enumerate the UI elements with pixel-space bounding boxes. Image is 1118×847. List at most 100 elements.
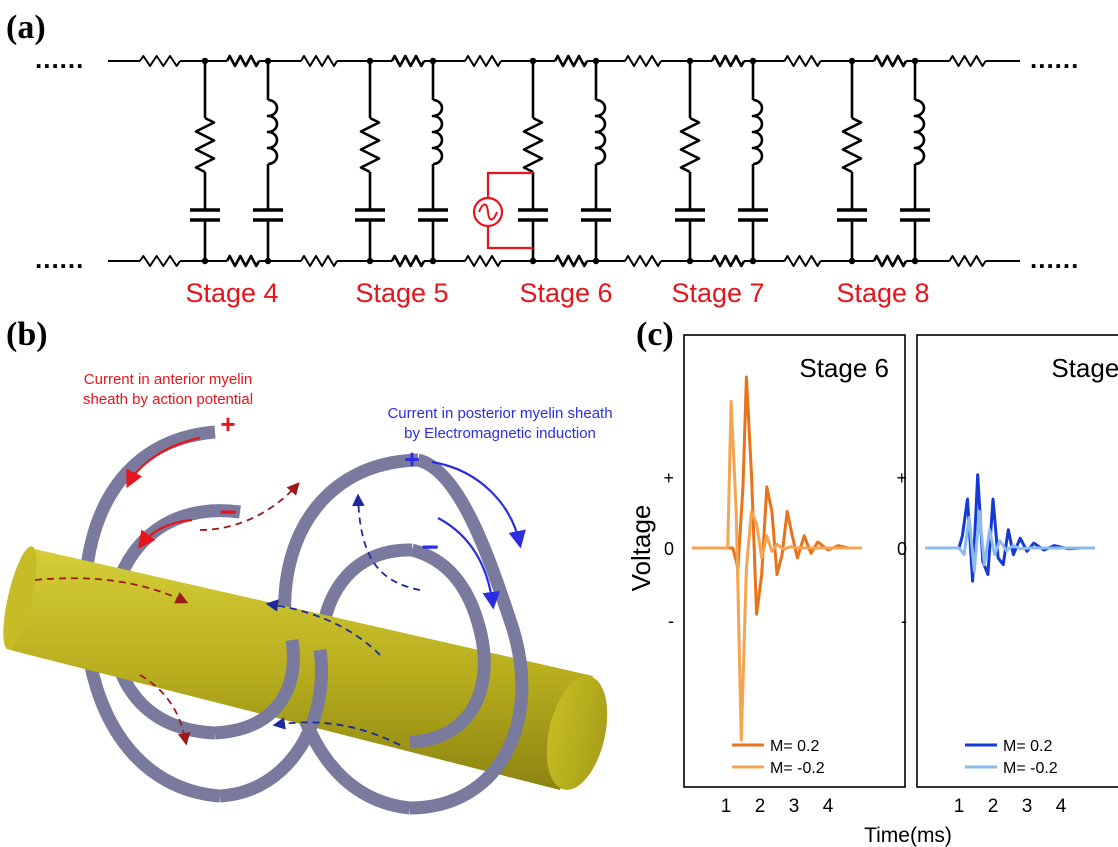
bottom-rail-link-resistor [300, 255, 338, 267]
x-tick-label: 2 [988, 796, 999, 817]
branch-capacitor [837, 208, 867, 222]
ellipsis-3: ...... [1030, 244, 1079, 274]
bottom-rail-stage-resistor [390, 254, 426, 268]
y-tick-label: - [901, 611, 907, 631]
branch-inductor [266, 98, 279, 166]
branch-resistor [679, 116, 701, 174]
anterior-current-arrow-outer [126, 436, 201, 489]
bottom-rail-stage-resistor [553, 254, 589, 268]
x-tick-label: 3 [789, 796, 800, 817]
posterior-label-line1: Current in posterior myelin sheath [387, 405, 612, 422]
x-tick-label: 1 [954, 796, 965, 817]
plot-stage-6: Stage 6 +0 - 1 2 3 4 M= 0.2 M= -0.2 [663, 334, 906, 817]
x-tick-label: 4 [823, 796, 834, 817]
legend-label-0: M= 0.2 [1003, 738, 1052, 755]
top-rail-link-resistor [783, 55, 822, 67]
x-tick-label: 3 [1022, 796, 1033, 817]
ellipsis-1: ...... [35, 244, 84, 274]
top-rail-stage-resistor [872, 54, 908, 68]
branch-capacitor [518, 208, 548, 222]
stage-label-8: Stage 8 [836, 278, 929, 308]
x-tick-label: 2 [755, 796, 766, 817]
coil-front-halves [214, 453, 529, 815]
stage-label-6: Stage 6 [519, 278, 612, 308]
top-rail-stage-resistor [553, 54, 589, 68]
legend-label-1: M= -0.2 [770, 760, 825, 777]
anterior-minus-sign: − [219, 496, 237, 529]
flux-arrow-red-inside [34, 577, 189, 604]
ellipsis-0: ...... [35, 44, 84, 74]
series-line-1 [692, 399, 862, 742]
ellipsis-2: ...... [1030, 44, 1079, 74]
posterior-current-arrow-outer [431, 460, 526, 549]
panel-a-letter: (a) [6, 9, 46, 46]
branch-resistor [359, 116, 381, 174]
panel-c-letter: (c) [636, 316, 674, 353]
bottom-rail-link-resistor [783, 255, 822, 267]
bottom-rail-stage-resistor [225, 254, 261, 268]
flux-arrow-red-up [199, 482, 300, 531]
plot-frame [916, 334, 1118, 788]
branch-capacitor [190, 208, 220, 222]
stage-label-7: Stage 7 [671, 278, 764, 308]
flux-arrow-blue-inside [265, 599, 381, 656]
branch-capacitor [581, 208, 611, 222]
branch-resistor [522, 116, 544, 174]
y-tick-label: + [663, 468, 674, 488]
series-line-0 [925, 473, 1095, 583]
posterior-minus-sign: − [421, 531, 439, 564]
branch-capacitor [900, 208, 930, 222]
anterior-label-line2: sheath by action potential [83, 391, 253, 408]
flux-arrow-blue-up [352, 493, 421, 591]
x-axis-label: Time(ms) [864, 824, 952, 847]
bottom-rail-link-resistor [948, 255, 987, 267]
branch-inductor [594, 98, 607, 166]
plot-title: Stage 6 [799, 353, 889, 383]
top-rail-link-resistor [624, 55, 662, 67]
bottom-rail-stage-resistor [710, 254, 746, 268]
top-rail-stage-resistor [390, 54, 426, 68]
bottom-rail-link-resistor [624, 255, 662, 267]
y-tick-label: - [668, 611, 674, 631]
branch-capacitor [253, 208, 283, 222]
legend-label-0: M= 0.2 [770, 738, 819, 755]
top-rail-stage-resistor [225, 54, 261, 68]
y-tick-label: 0 [897, 539, 907, 559]
bottom-rail-link-resistor [464, 255, 502, 267]
branch-inductor [431, 98, 444, 166]
branch-capacitor [738, 208, 768, 222]
top-rail-link-resistor [948, 55, 987, 67]
y-tick-label: 0 [664, 539, 674, 559]
top-rail-link-resistor [300, 55, 338, 67]
posterior-current-arrow-inner [437, 517, 501, 610]
panel-b-letter: (b) [6, 316, 48, 353]
y-tick-label: + [896, 468, 907, 488]
flux-arrow-blue-down [272, 717, 401, 746]
branch-resistor [194, 116, 216, 174]
cable-circuit: ........................ [35, 44, 1079, 274]
branch-inductor [913, 98, 926, 166]
y-axis-label: Voltage [626, 505, 656, 592]
branch-capacitor [418, 208, 448, 222]
x-tick-label: 1 [721, 796, 732, 817]
ac-source-icon [472, 196, 504, 228]
branch-resistor [841, 116, 863, 174]
branch-capacitor [675, 208, 705, 222]
posterior-plus-sign: + [404, 444, 419, 474]
stage-label-5: Stage 5 [355, 278, 448, 308]
bottom-rail-resistor [139, 255, 181, 267]
top-rail-link-resistor [464, 55, 502, 67]
plot-stage-5: Stage 5 +0 - 1 2 3 4 M= 0.2 M= -0.2 [896, 334, 1118, 817]
plot-title: Stage 5 [1051, 353, 1118, 383]
ac-source-wire [486, 171, 533, 250]
top-rail-resistor [139, 55, 181, 67]
posterior-label-line2: by Electromagnetic induction [404, 425, 596, 442]
anterior-plus-sign: + [220, 409, 235, 439]
bottom-rail-stage-resistor [872, 254, 908, 268]
branch-inductor [751, 98, 764, 166]
anterior-label-line1: Current in anterior myelin [84, 371, 252, 388]
ac-source-wave [478, 203, 498, 221]
plot-frame [683, 334, 906, 788]
branch-capacitor [355, 208, 385, 222]
